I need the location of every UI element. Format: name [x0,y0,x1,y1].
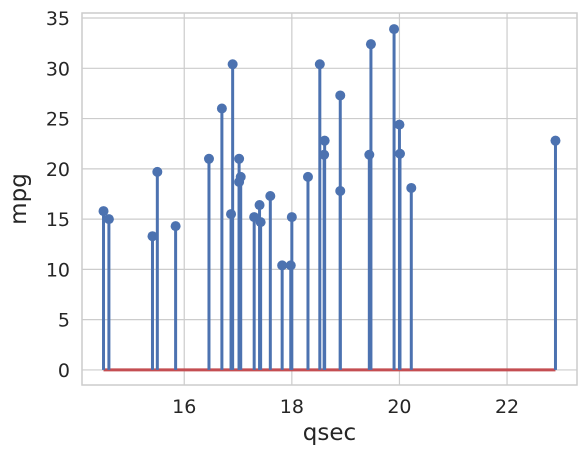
x-tick-label: 22 [495,396,519,418]
x-tick-label: 18 [280,396,304,418]
x-axis-label: qsec [303,420,356,446]
stem-marker [335,90,346,101]
x-tick-label: 16 [172,396,196,418]
stem-marker [227,59,238,70]
stem-marker [203,153,214,164]
stem-marker [216,103,227,114]
stem-marker [234,153,245,164]
stem-marker [394,119,405,130]
x-tick-label: 20 [387,396,411,418]
stem-marker [226,209,237,220]
stem-marker [277,260,288,271]
stem-marker [406,182,417,193]
y-tick-label: 10 [46,259,70,281]
stem-marker [319,135,330,146]
y-tick-labels: 0 5 10 15 20 25 30 35 [46,8,70,382]
stem-marker [265,190,276,201]
y-tick-label: 15 [46,209,70,231]
stem-marker [286,212,297,223]
y-tick-label: 20 [46,159,70,181]
y-tick-label: 30 [46,58,70,80]
stem-marker [394,148,405,159]
stem-marker [235,171,246,182]
y-tick-label: 25 [46,109,70,131]
stem-marker [364,149,375,160]
y-tick-label: 5 [58,310,70,332]
stem-marker [147,231,158,242]
stem-marker [152,166,163,177]
y-tick-label: 0 [58,360,70,382]
stem-marker [389,24,400,35]
stem-marker [335,185,346,196]
plot-frame [81,12,578,386]
x-tick-labels: 16 18 20 22 [172,396,519,418]
stem-series [98,24,561,370]
stem-marker [550,135,561,146]
stem-marker [249,212,260,223]
stem-marker [98,206,109,217]
stem-marker [302,171,313,182]
stem-marker [285,260,296,271]
stem-marker [365,39,376,50]
stem-marker [254,200,265,211]
stem-marker [170,221,181,232]
y-axis-label: mpg [6,173,32,225]
stem-marker [103,214,114,225]
stem-marker [319,149,330,160]
stem-marker [314,59,325,70]
y-tick-label: 35 [46,8,70,30]
